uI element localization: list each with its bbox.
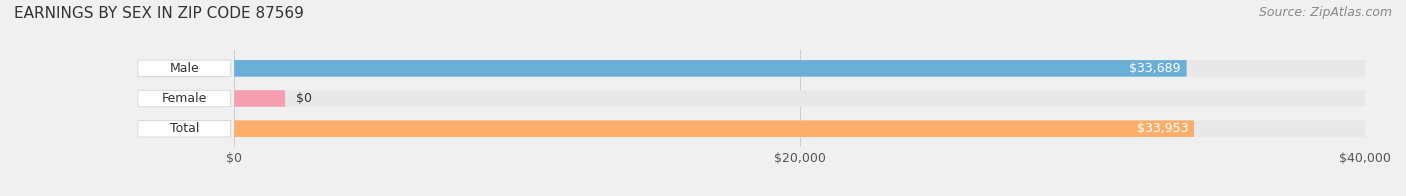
Text: Total: Total xyxy=(170,122,200,135)
Text: Source: ZipAtlas.com: Source: ZipAtlas.com xyxy=(1258,6,1392,19)
FancyBboxPatch shape xyxy=(235,60,1365,77)
FancyBboxPatch shape xyxy=(235,120,1365,137)
FancyBboxPatch shape xyxy=(235,60,1187,77)
Text: EARNINGS BY SEX IN ZIP CODE 87569: EARNINGS BY SEX IN ZIP CODE 87569 xyxy=(14,6,304,21)
FancyBboxPatch shape xyxy=(138,60,231,77)
FancyBboxPatch shape xyxy=(138,90,231,107)
Text: Female: Female xyxy=(162,92,207,105)
Text: $0: $0 xyxy=(297,92,312,105)
FancyBboxPatch shape xyxy=(235,120,1194,137)
FancyBboxPatch shape xyxy=(235,90,285,107)
Text: $33,953: $33,953 xyxy=(1137,122,1188,135)
FancyBboxPatch shape xyxy=(138,120,231,137)
FancyBboxPatch shape xyxy=(235,90,1365,107)
Text: $33,689: $33,689 xyxy=(1129,62,1181,75)
Text: Male: Male xyxy=(170,62,200,75)
